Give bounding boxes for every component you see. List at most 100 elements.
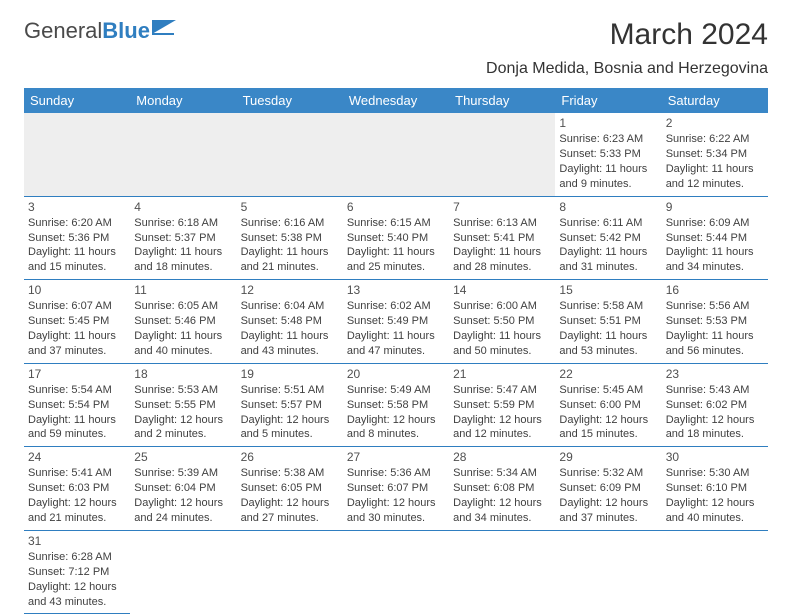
day-number: 9 xyxy=(666,199,764,215)
calendar-cell: 11Sunrise: 6:05 AMSunset: 5:46 PMDayligh… xyxy=(130,280,236,364)
day-info-line: Sunset: 5:44 PM xyxy=(666,231,764,246)
day-info-line: Sunset: 6:04 PM xyxy=(134,481,232,496)
day-number: 19 xyxy=(241,366,339,382)
calendar-cell: 16Sunrise: 5:56 AMSunset: 5:53 PMDayligh… xyxy=(662,280,768,364)
calendar-cell: 30Sunrise: 5:30 AMSunset: 6:10 PMDayligh… xyxy=(662,447,768,531)
day-info-line: Sunset: 5:49 PM xyxy=(347,314,445,329)
day-info-line: Daylight: 11 hours xyxy=(28,245,126,260)
day-info-line: Sunrise: 6:00 AM xyxy=(453,299,551,314)
day-number: 23 xyxy=(666,366,764,382)
day-info-line: Daylight: 12 hours xyxy=(28,580,126,595)
day-info-line: Daylight: 11 hours xyxy=(453,245,551,260)
calendar-cell: 2Sunrise: 6:22 AMSunset: 5:34 PMDaylight… xyxy=(662,113,768,196)
day-info-line: Sunset: 6:10 PM xyxy=(666,481,764,496)
day-info-line: Sunset: 5:53 PM xyxy=(666,314,764,329)
calendar-cell: 9Sunrise: 6:09 AMSunset: 5:44 PMDaylight… xyxy=(662,196,768,280)
calendar-cell: 24Sunrise: 5:41 AMSunset: 6:03 PMDayligh… xyxy=(24,447,130,531)
calendar-row: 3Sunrise: 6:20 AMSunset: 5:36 PMDaylight… xyxy=(24,196,768,280)
calendar-cell xyxy=(130,113,236,196)
day-info-line: Daylight: 11 hours xyxy=(28,329,126,344)
day-info-line: Sunrise: 5:51 AM xyxy=(241,383,339,398)
calendar-row: 1Sunrise: 6:23 AMSunset: 5:33 PMDaylight… xyxy=(24,113,768,196)
calendar-table: Sunday Monday Tuesday Wednesday Thursday… xyxy=(24,88,768,614)
day-info-line: and 15 minutes. xyxy=(559,427,657,442)
day-info-line: Daylight: 12 hours xyxy=(666,413,764,428)
day-number: 10 xyxy=(28,282,126,298)
calendar-cell: 8Sunrise: 6:11 AMSunset: 5:42 PMDaylight… xyxy=(555,196,661,280)
day-info-line: Sunset: 7:12 PM xyxy=(28,565,126,580)
day-info-line: Sunset: 5:36 PM xyxy=(28,231,126,246)
calendar-cell: 26Sunrise: 5:38 AMSunset: 6:05 PMDayligh… xyxy=(237,447,343,531)
calendar-cell: 15Sunrise: 5:58 AMSunset: 5:51 PMDayligh… xyxy=(555,280,661,364)
calendar-cell: 7Sunrise: 6:13 AMSunset: 5:41 PMDaylight… xyxy=(449,196,555,280)
day-info-line: Daylight: 11 hours xyxy=(453,329,551,344)
day-info-line: Sunrise: 5:32 AM xyxy=(559,466,657,481)
calendar-cell: 23Sunrise: 5:43 AMSunset: 6:02 PMDayligh… xyxy=(662,363,768,447)
calendar-cell: 12Sunrise: 6:04 AMSunset: 5:48 PMDayligh… xyxy=(237,280,343,364)
day-number: 3 xyxy=(28,199,126,215)
day-info-line: Sunrise: 5:53 AM xyxy=(134,383,232,398)
day-info-line: Daylight: 11 hours xyxy=(559,162,657,177)
weekday-header: Wednesday xyxy=(343,88,449,113)
day-number: 1 xyxy=(559,115,657,131)
logo-text-2: Blue xyxy=(102,18,150,44)
calendar-cell: 28Sunrise: 5:34 AMSunset: 6:08 PMDayligh… xyxy=(449,447,555,531)
day-info-line: Sunset: 5:33 PM xyxy=(559,147,657,162)
day-info-line: and 18 minutes. xyxy=(666,427,764,442)
logo-text-1: General xyxy=(24,18,102,44)
calendar-cell: 22Sunrise: 5:45 AMSunset: 6:00 PMDayligh… xyxy=(555,363,661,447)
weekday-header: Tuesday xyxy=(237,88,343,113)
calendar-row: 10Sunrise: 6:07 AMSunset: 5:45 PMDayligh… xyxy=(24,280,768,364)
calendar-cell: 31Sunrise: 6:28 AMSunset: 7:12 PMDayligh… xyxy=(24,530,130,614)
day-number: 15 xyxy=(559,282,657,298)
day-info-line: Daylight: 11 hours xyxy=(666,329,764,344)
weekday-header: Thursday xyxy=(449,88,555,113)
day-info-line: and 30 minutes. xyxy=(347,511,445,526)
day-number: 21 xyxy=(453,366,551,382)
header: GeneralBlue March 2024 Donja Medida, Bos… xyxy=(24,18,768,78)
day-info-line: Daylight: 11 hours xyxy=(134,245,232,260)
day-number: 8 xyxy=(559,199,657,215)
day-info-line: and 40 minutes. xyxy=(666,511,764,526)
calendar-cell xyxy=(237,113,343,196)
day-info-line: Sunrise: 6:22 AM xyxy=(666,132,764,147)
day-info-line: Sunrise: 6:13 AM xyxy=(453,216,551,231)
day-info-line: Sunset: 5:40 PM xyxy=(347,231,445,246)
calendar-row: 17Sunrise: 5:54 AMSunset: 5:54 PMDayligh… xyxy=(24,363,768,447)
day-info-line: and 12 minutes. xyxy=(453,427,551,442)
day-info-line: Sunset: 6:07 PM xyxy=(347,481,445,496)
calendar-cell: 10Sunrise: 6:07 AMSunset: 5:45 PMDayligh… xyxy=(24,280,130,364)
day-info-line: Daylight: 12 hours xyxy=(134,413,232,428)
day-info-line: and 27 minutes. xyxy=(241,511,339,526)
day-info-line: Daylight: 12 hours xyxy=(347,413,445,428)
calendar-cell xyxy=(237,530,343,614)
month-title: March 2024 xyxy=(486,18,768,52)
day-info-line: Sunrise: 5:56 AM xyxy=(666,299,764,314)
calendar-cell: 19Sunrise: 5:51 AMSunset: 5:57 PMDayligh… xyxy=(237,363,343,447)
day-info-line: Daylight: 12 hours xyxy=(241,413,339,428)
day-info-line: Sunrise: 5:34 AM xyxy=(453,466,551,481)
day-info-line: and 5 minutes. xyxy=(241,427,339,442)
day-info-line: Sunrise: 5:47 AM xyxy=(453,383,551,398)
day-number: 13 xyxy=(347,282,445,298)
day-info-line: Sunrise: 5:49 AM xyxy=(347,383,445,398)
day-info-line: and 15 minutes. xyxy=(28,260,126,275)
calendar-cell: 29Sunrise: 5:32 AMSunset: 6:09 PMDayligh… xyxy=(555,447,661,531)
day-info-line: Daylight: 11 hours xyxy=(666,162,764,177)
day-info-line: and 50 minutes. xyxy=(453,344,551,359)
day-info-line: Daylight: 11 hours xyxy=(347,329,445,344)
day-number: 2 xyxy=(666,115,764,131)
day-info-line: Sunset: 6:00 PM xyxy=(559,398,657,413)
day-info-line: and 56 minutes. xyxy=(666,344,764,359)
day-info-line: Sunset: 5:34 PM xyxy=(666,147,764,162)
day-info-line: Sunset: 5:57 PM xyxy=(241,398,339,413)
day-number: 31 xyxy=(28,533,126,549)
weekday-header: Friday xyxy=(555,88,661,113)
day-info-line: and 8 minutes. xyxy=(347,427,445,442)
day-number: 6 xyxy=(347,199,445,215)
day-info-line: Daylight: 12 hours xyxy=(559,496,657,511)
day-info-line: Daylight: 12 hours xyxy=(241,496,339,511)
title-block: March 2024 Donja Medida, Bosnia and Herz… xyxy=(486,18,768,78)
day-number: 5 xyxy=(241,199,339,215)
day-number: 24 xyxy=(28,449,126,465)
